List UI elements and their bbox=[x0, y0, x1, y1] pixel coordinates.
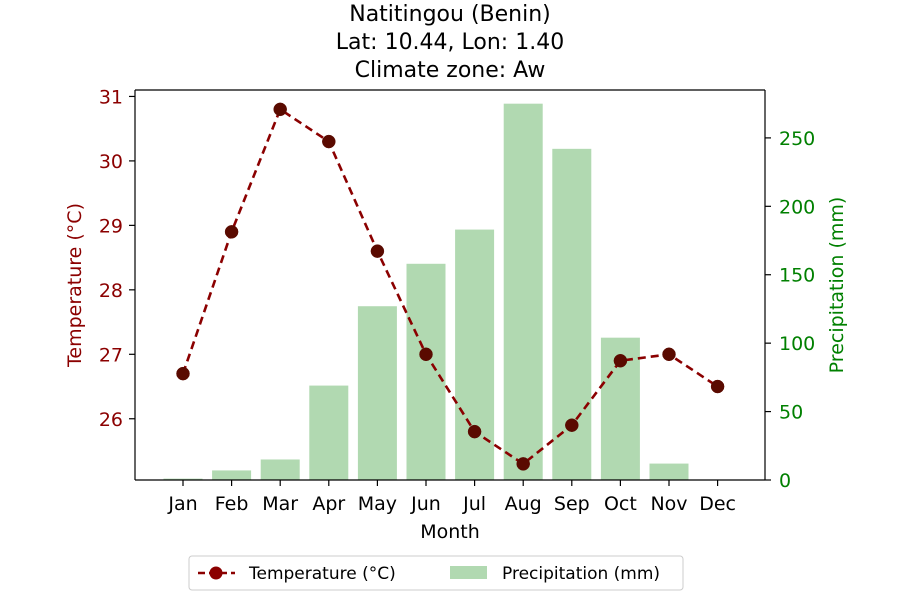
temperature-point-jun bbox=[419, 347, 433, 362]
x-tick-label-may: May bbox=[358, 493, 397, 515]
precipitation-bar-jun bbox=[406, 263, 446, 480]
left-tick-label-31: 31 bbox=[99, 86, 123, 108]
left-tick-label-29: 29 bbox=[99, 215, 123, 237]
precipitation-bar-jul bbox=[455, 229, 495, 480]
legend-item-temperature: Temperature (°C) bbox=[198, 564, 396, 584]
left-tick-label-28: 28 bbox=[99, 280, 123, 302]
chart-title: Natitingou (Benin) Lat: 10.44, Lon: 1.40… bbox=[336, 2, 564, 83]
right-tick-label-250: 250 bbox=[779, 128, 815, 150]
right-tick-label-200: 200 bbox=[779, 196, 815, 218]
precipitation-bar-may bbox=[357, 306, 397, 480]
temperature-point-apr bbox=[322, 134, 336, 149]
x-tick-label-nov: Nov bbox=[650, 493, 687, 515]
x-tick-label-sep: Sep bbox=[554, 493, 590, 515]
x-tick-label-apr: Apr bbox=[312, 493, 345, 515]
x-tick-label-mar: Mar bbox=[262, 493, 298, 515]
right-tick-label-150: 150 bbox=[779, 265, 815, 287]
precipitation-bars bbox=[163, 103, 689, 481]
temperature-point-jul bbox=[467, 424, 482, 439]
legend-precipitation-label: Precipitation (mm) bbox=[502, 564, 660, 584]
left-tick-label-27: 27 bbox=[99, 344, 123, 366]
left-tick-label-30: 30 bbox=[99, 151, 123, 173]
x-tick-label-jun: Jun bbox=[410, 493, 441, 515]
x-tick-label-oct: Oct bbox=[604, 493, 637, 515]
temperature-point-oct bbox=[613, 353, 628, 368]
temperature-point-mar bbox=[273, 102, 287, 117]
precipitation-bar-aug bbox=[503, 103, 543, 481]
x-tick-label-jan: Jan bbox=[167, 493, 197, 515]
temperature-point-nov bbox=[662, 347, 676, 362]
right-tick-label-100: 100 bbox=[779, 333, 815, 355]
plot-frame bbox=[134, 89, 766, 481]
legend-box bbox=[188, 555, 684, 591]
temperature-point-aug bbox=[516, 457, 530, 471]
x-axis-ticks: Jan Feb Mar Apr May Jun Jul Aug Sep Oct Nov Dec bbox=[167, 480, 736, 515]
right-axis-ticks: 0 50 100 150 200 250 bbox=[765, 128, 815, 492]
precipitation-bar-apr bbox=[309, 385, 349, 480]
legend-temperature-marker bbox=[209, 566, 223, 580]
x-tick-label-dec: Dec bbox=[699, 493, 736, 515]
chart-title-line-3: Climate zone: Aw bbox=[355, 58, 546, 83]
temperature-point-jan bbox=[176, 366, 190, 381]
right-tick-label-0: 0 bbox=[779, 470, 791, 492]
temperature-line bbox=[181, 107, 719, 466]
left-tick-label-26: 26 bbox=[99, 409, 123, 431]
x-tick-label-aug: Aug bbox=[505, 493, 542, 515]
temperature-point-dec bbox=[710, 379, 725, 394]
x-axis-label: Month bbox=[420, 521, 480, 543]
left-axis-ticks: 26 27 28 29 30 31 bbox=[99, 86, 135, 431]
right-axis-label: Precipitation (mm) bbox=[826, 197, 848, 374]
precipitation-bar-mar bbox=[260, 459, 300, 480]
temperature-series bbox=[176, 102, 725, 471]
x-tick-label-jul: Jul bbox=[462, 493, 486, 515]
x-tick-label-feb: Feb bbox=[215, 493, 249, 515]
temperature-point-sep bbox=[565, 418, 579, 432]
precipitation-bar-nov bbox=[649, 463, 689, 480]
right-tick-label-50: 50 bbox=[779, 402, 803, 424]
left-axis-label: Temperature (°C) bbox=[64, 203, 86, 368]
legend-temperature-label: Temperature (°C) bbox=[248, 564, 396, 584]
precipitation-bar-feb bbox=[212, 470, 252, 480]
legend-precipitation-swatch bbox=[450, 566, 487, 579]
legend: Temperature (°C) Precipitation (mm) bbox=[188, 555, 684, 591]
precipitation-bar-jan bbox=[163, 478, 203, 480]
chart-title-line-1: Natitingou (Benin) bbox=[349, 2, 551, 27]
temperature-point-feb bbox=[224, 225, 239, 239]
temperature-point-may bbox=[370, 244, 385, 258]
legend-item-precipitation: Precipitation (mm) bbox=[450, 564, 660, 584]
chart-title-line-2: Lat: 10.44, Lon: 1.40 bbox=[336, 30, 564, 55]
